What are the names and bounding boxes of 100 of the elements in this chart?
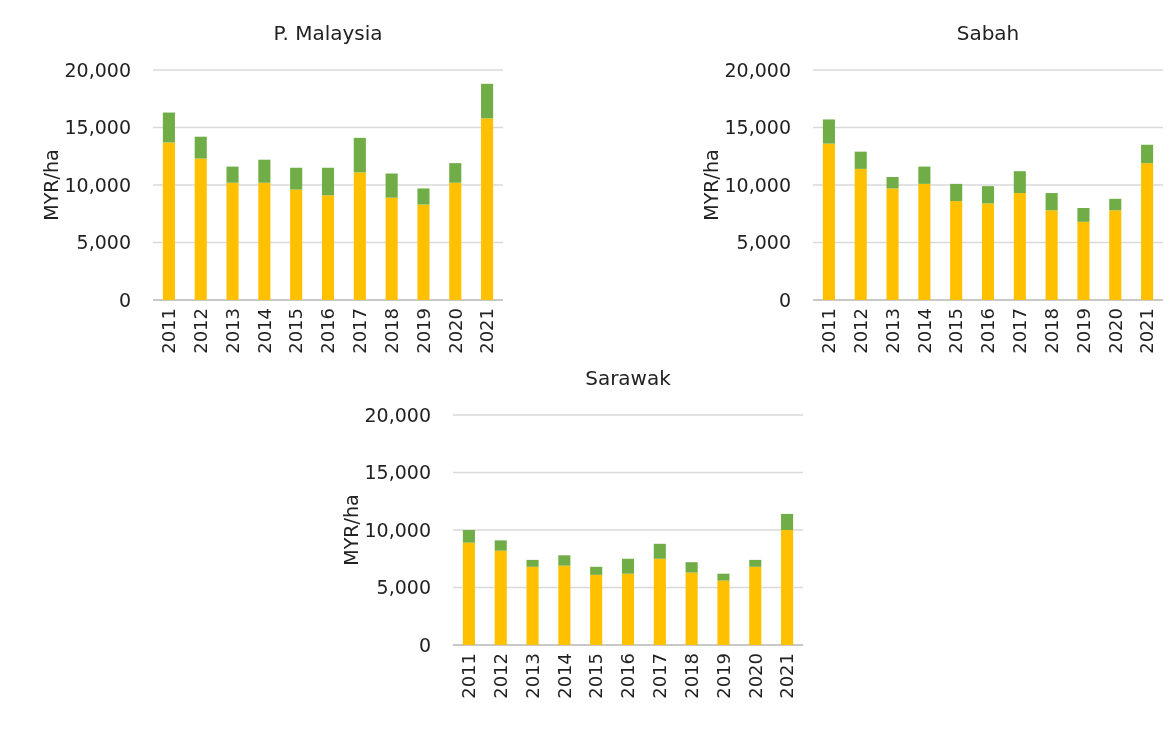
bar bbox=[449, 182, 462, 300]
y-tick-label: 10,000 bbox=[64, 173, 131, 196]
bar bbox=[685, 572, 698, 645]
bar bbox=[781, 513, 794, 530]
bar bbox=[1141, 163, 1154, 300]
bar bbox=[290, 189, 303, 300]
x-tick-label: 2017 bbox=[349, 308, 371, 354]
bar bbox=[854, 151, 867, 169]
x-tick-label: 2011 bbox=[158, 308, 180, 354]
bar bbox=[717, 573, 730, 581]
bar bbox=[526, 566, 539, 645]
x-tick-label: 2016 bbox=[317, 308, 339, 354]
bar bbox=[590, 566, 603, 575]
bar bbox=[194, 136, 207, 159]
y-tick-label: 5,000 bbox=[736, 231, 791, 254]
y-tick-label: 10,000 bbox=[364, 518, 431, 541]
bar bbox=[385, 173, 398, 198]
bar bbox=[481, 83, 494, 119]
x-tick-label: 2012 bbox=[490, 653, 512, 699]
bar bbox=[981, 203, 995, 300]
bar bbox=[653, 543, 666, 559]
bar bbox=[321, 167, 335, 196]
x-tick-label: 2017 bbox=[649, 653, 671, 699]
bar bbox=[822, 143, 835, 300]
bar bbox=[385, 197, 398, 300]
x-tick-label: 2016 bbox=[617, 653, 639, 699]
y-tick-label: 15,000 bbox=[364, 461, 431, 484]
x-tick-label: 2014 bbox=[913, 308, 935, 354]
x-tick-label: 2021 bbox=[776, 653, 798, 699]
bar bbox=[749, 559, 762, 567]
bar bbox=[258, 182, 271, 300]
x-tick-label: 2012 bbox=[190, 308, 212, 354]
bar bbox=[1013, 171, 1026, 194]
bar bbox=[981, 186, 995, 204]
x-tick-label: 2021 bbox=[476, 308, 498, 354]
y-tick-label: 15,000 bbox=[64, 116, 131, 139]
x-tick-label: 2016 bbox=[977, 308, 999, 354]
x-tick-label: 2011 bbox=[818, 308, 840, 354]
bar bbox=[481, 118, 494, 300]
chart-title: P. Malaysia bbox=[273, 21, 383, 45]
bar bbox=[526, 559, 539, 567]
bar bbox=[653, 558, 666, 645]
bar bbox=[417, 188, 430, 205]
x-tick-label: 2019 bbox=[412, 308, 434, 354]
bar bbox=[162, 142, 175, 300]
bar bbox=[321, 195, 335, 300]
bar bbox=[290, 167, 303, 190]
y-axis-title: MYR/ha bbox=[40, 149, 62, 221]
x-tick-label: 2015 bbox=[285, 308, 307, 354]
x-tick-label: 2014 bbox=[553, 653, 575, 699]
y-tick-label: 20,000 bbox=[724, 58, 791, 81]
bar bbox=[558, 565, 571, 645]
x-tick-label: 2020 bbox=[444, 308, 466, 354]
x-tick-label: 2015 bbox=[585, 653, 607, 699]
bar bbox=[717, 580, 730, 645]
bar bbox=[886, 176, 899, 189]
x-tick-label: 2013 bbox=[881, 308, 903, 354]
bar bbox=[1045, 210, 1058, 300]
chart-title: Sabah bbox=[956, 21, 1020, 45]
y-tick-label: 10,000 bbox=[724, 173, 791, 196]
x-tick-label: 2015 bbox=[945, 308, 967, 354]
chart-title: Sarawak bbox=[585, 366, 672, 390]
bar bbox=[353, 172, 366, 300]
x-tick-label: 2017 bbox=[1009, 308, 1031, 354]
x-tick-label: 2011 bbox=[458, 653, 480, 699]
x-tick-label: 2013 bbox=[221, 308, 243, 354]
x-tick-label: 2013 bbox=[521, 653, 543, 699]
y-tick-label: 5,000 bbox=[376, 576, 431, 599]
bar bbox=[194, 158, 207, 300]
bar bbox=[1109, 198, 1122, 211]
bar bbox=[749, 566, 762, 645]
bar bbox=[950, 183, 963, 202]
y-tick-label: 20,000 bbox=[64, 58, 131, 81]
bar bbox=[494, 550, 507, 645]
bar bbox=[494, 540, 507, 551]
bar bbox=[449, 163, 462, 183]
x-tick-label: 2018 bbox=[680, 653, 702, 699]
bar bbox=[226, 166, 239, 183]
y-tick-label: 0 bbox=[118, 288, 131, 311]
bar bbox=[258, 159, 271, 183]
x-tick-label: 2020 bbox=[1104, 308, 1126, 354]
bar bbox=[1077, 221, 1090, 300]
bar bbox=[854, 168, 867, 300]
x-tick-label: 2018 bbox=[1040, 308, 1062, 354]
bar bbox=[950, 201, 963, 300]
bar bbox=[353, 137, 366, 173]
bar bbox=[162, 112, 175, 143]
y-tick-label: 20,000 bbox=[364, 403, 431, 426]
bar bbox=[1013, 193, 1026, 300]
x-tick-label: 2014 bbox=[253, 308, 275, 354]
bar bbox=[590, 574, 603, 645]
bar bbox=[685, 562, 698, 573]
y-tick-label: 5,000 bbox=[76, 231, 131, 254]
bar bbox=[1077, 208, 1090, 222]
bar bbox=[417, 204, 430, 300]
y-tick-label: 0 bbox=[418, 633, 431, 656]
x-tick-label: 2019 bbox=[1072, 308, 1094, 354]
bar bbox=[1045, 193, 1058, 211]
y-tick-label: 0 bbox=[778, 288, 791, 311]
x-tick-label: 2019 bbox=[712, 653, 734, 699]
